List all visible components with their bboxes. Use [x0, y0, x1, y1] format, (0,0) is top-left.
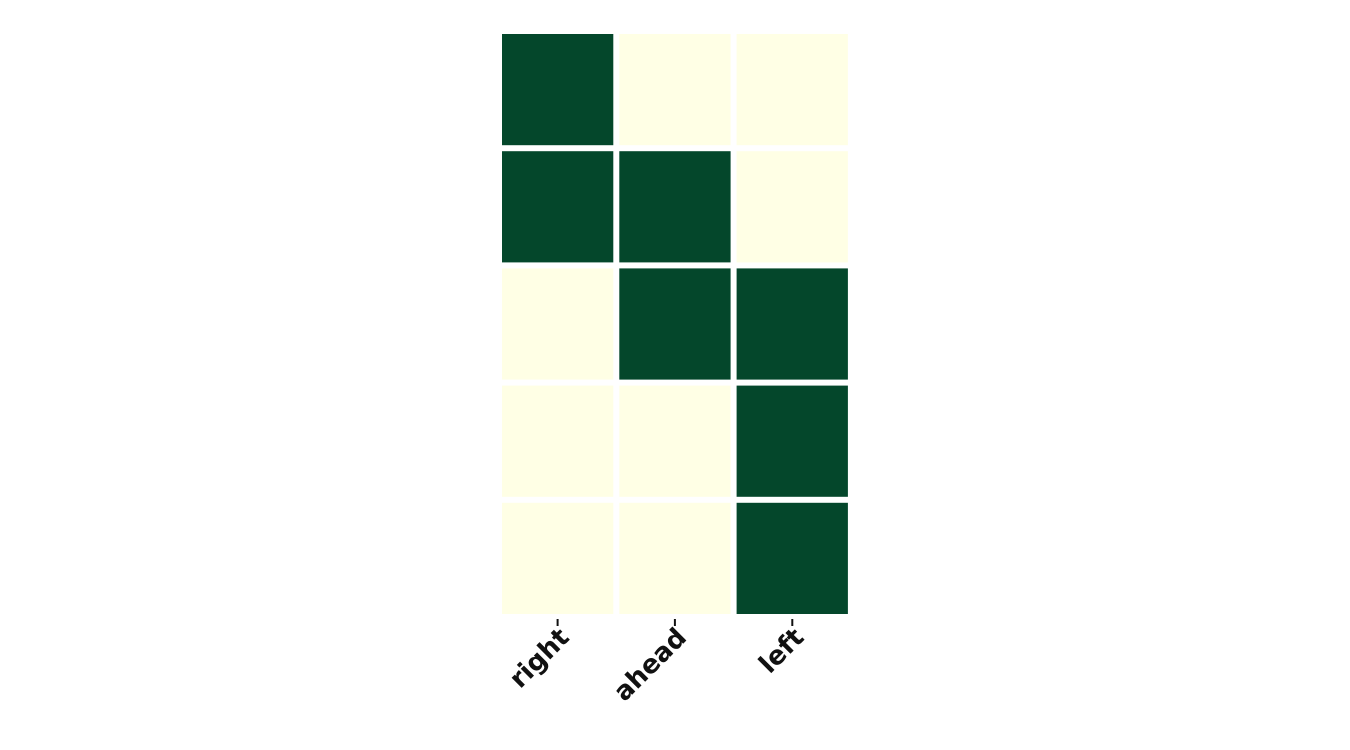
x-axis-tick-labels: right ahead left: [504, 623, 810, 708]
heatmap-cell-r0-left: [736, 34, 848, 146]
x-axis-ticks: [556, 619, 794, 626]
heatmap-cell-r3-left: [736, 385, 848, 497]
x-tick-label-left: left: [753, 623, 810, 680]
heatmap-cell-r4-left: [736, 502, 848, 614]
heatmap-cell-r1-left: [736, 151, 848, 263]
heatmap-cell-r4-ahead: [619, 502, 731, 614]
heatmap-cell-r1-ahead: [619, 151, 731, 263]
heatmap-cell-r3-ahead: [619, 385, 731, 497]
heatmap-cell-r1-right: [502, 151, 614, 263]
heatmap-cell-r2-left: [736, 268, 848, 380]
x-tick-label-right: right: [504, 623, 576, 695]
x-tick-label-ahead: ahead: [608, 623, 693, 708]
heatmap-cells: [502, 34, 848, 614]
heatmap-cell-r3-right: [502, 385, 614, 497]
heatmap-cell-r0-ahead: [619, 34, 731, 146]
heatmap-cell-r2-ahead: [619, 268, 731, 380]
heatmap-cell-r2-right: [502, 268, 614, 380]
heatmap-cell-r4-right: [502, 502, 614, 614]
heatmap-cell-r0-right: [502, 34, 614, 146]
